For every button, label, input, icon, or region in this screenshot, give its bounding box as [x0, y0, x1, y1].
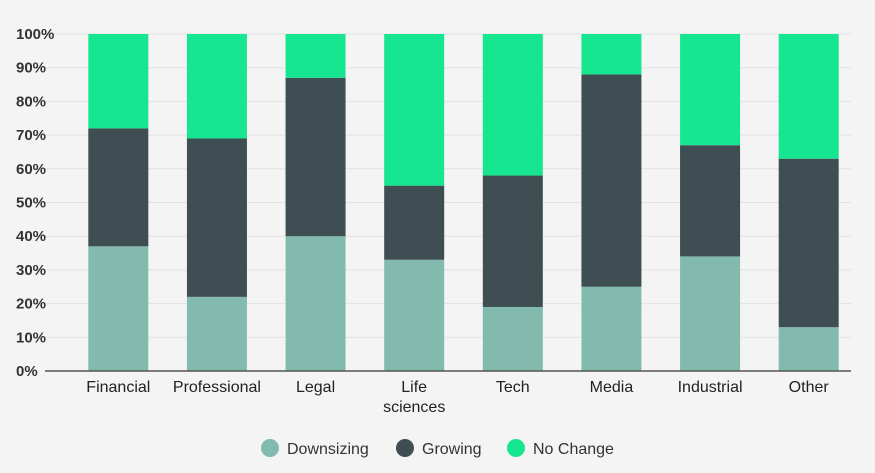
y-tick-label: 10%	[16, 329, 46, 346]
x-category-label: Life	[401, 379, 427, 396]
y-tick-label: 0%	[16, 363, 38, 380]
legend-marker	[507, 439, 525, 457]
y-tick-label: 30%	[16, 262, 46, 279]
y-tick-label: 20%	[16, 296, 46, 313]
x-category-label: Tech	[496, 379, 530, 396]
x-category-label: Other	[789, 379, 830, 396]
bar-segment-downsizing	[581, 286, 642, 371]
bar-segment-downsizing	[285, 236, 346, 371]
legend: Downsizing Growing No Change	[261, 439, 614, 458]
bar-segment-downsizing	[384, 259, 445, 371]
bar-segment-downsizing	[680, 256, 741, 371]
bar-segment-no-change	[88, 34, 149, 129]
x-category-label: Professional	[173, 379, 261, 396]
bar-segment-downsizing	[482, 306, 543, 371]
bar-segment-no-change	[581, 34, 642, 75]
y-tick-label: 80%	[16, 93, 46, 110]
bar-segment-growing	[186, 138, 247, 297]
x-category-label: Financial	[86, 379, 150, 396]
bar-segment-growing	[285, 77, 346, 237]
y-tick-label: 100%	[16, 26, 54, 43]
axis-layer: 0% 10% 20% 30% 40% 50% 60% 70% 80% 90% 100% Financi…	[16, 26, 851, 416]
bar-segment-growing	[482, 175, 543, 307]
y-tick-label: 40%	[16, 228, 46, 245]
bar-segment-downsizing	[778, 327, 839, 371]
bar-segment-growing	[88, 128, 149, 247]
bar-segment-no-change	[384, 34, 445, 186]
x-category-label: Industrial	[678, 379, 743, 396]
bars-layer	[88, 34, 839, 371]
y-tick-label: 50%	[16, 195, 46, 212]
bar-segment-no-change	[186, 34, 247, 139]
legend-marker	[396, 439, 414, 457]
bar-segment-growing	[384, 185, 445, 260]
bar-segment-no-change	[482, 34, 543, 176]
bar-segment-growing	[680, 145, 741, 257]
x-category-label: Media	[590, 379, 634, 396]
legend-marker	[261, 439, 279, 457]
legend-label: Growing	[422, 441, 482, 458]
y-tick-label: 60%	[16, 161, 46, 178]
bar-segment-growing	[581, 74, 642, 287]
legend-label: No Change	[533, 441, 614, 458]
legend-label: Downsizing	[287, 441, 369, 458]
bar-segment-no-change	[285, 34, 346, 78]
bar-segment-no-change	[778, 34, 839, 159]
x-category-label: Legal	[296, 379, 335, 396]
bar-segment-downsizing	[88, 246, 149, 371]
bar-segment-no-change	[680, 34, 741, 146]
y-tick-label: 90%	[16, 60, 46, 77]
y-tick-label: 70%	[16, 127, 46, 144]
x-category-label: sciences	[383, 399, 445, 416]
bar-segment-downsizing	[186, 296, 247, 371]
bar-segment-growing	[778, 158, 839, 328]
